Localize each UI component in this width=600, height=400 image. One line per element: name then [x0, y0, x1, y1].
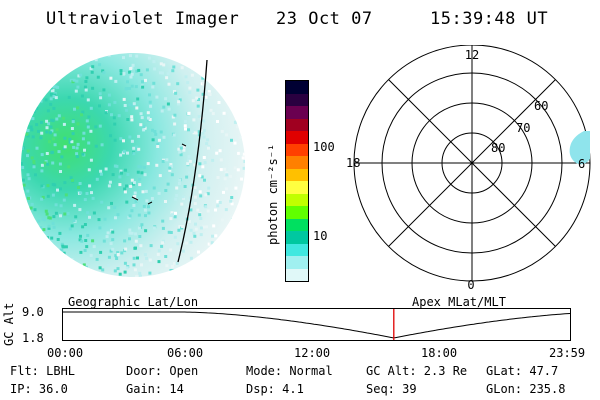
colorbar-segment	[286, 168, 308, 181]
polar-mlat-mlt-plot: 12 18 6 0 60 70 80	[346, 45, 591, 292]
dsp-info: Dsp: 4.1	[246, 382, 304, 396]
seq-info: Seq: 39	[366, 382, 417, 396]
gc-alt-info: GC Alt: 2.3 Re	[366, 364, 468, 378]
date-label: 23 Oct 07	[276, 9, 373, 29]
orbit-xtick-0600: 06:00	[167, 346, 204, 360]
orbit-left-title: Geographic Lat/Lon	[68, 295, 199, 309]
polar-diagonal-2	[388, 79, 556, 247]
colorbar-segment	[286, 93, 308, 106]
orbit-ytick-1.8: 1.8	[22, 331, 44, 345]
colorbar-segment	[286, 218, 308, 231]
colorbar-segment	[286, 231, 308, 244]
colorbar-unit-label: photon cm⁻²s⁻¹	[266, 143, 280, 245]
mlt-label-12: 12	[465, 48, 479, 62]
gain-info: Gain: 14	[126, 382, 184, 396]
mode-info: Mode: Normal	[246, 364, 333, 378]
mlt-label-6: 6	[578, 157, 585, 171]
color-scale-bar	[285, 80, 309, 282]
coastline-marks	[131, 143, 187, 205]
uv-image-disk	[21, 53, 245, 277]
instrument-title: Ultraviolet Imager	[46, 9, 240, 29]
colorbar-segment	[286, 256, 308, 269]
door-info: Door: Open	[126, 364, 199, 378]
orbit-ytick-9: 9.0	[22, 305, 44, 319]
colorbar-tick-10: 10	[313, 229, 328, 243]
colorbar-segment	[286, 143, 308, 156]
colorbar-segment	[286, 181, 308, 194]
orbit-xtick-0000: 00:00	[47, 346, 84, 360]
orbit-xtick-1200: 12:00	[294, 346, 331, 360]
colorbar-segment	[286, 206, 308, 219]
glon-info: GLon: 235.8	[486, 382, 566, 396]
colorbar-segment	[286, 268, 308, 281]
orbit-altitude-plot	[62, 308, 571, 341]
mlat-label-60: 60	[534, 99, 548, 113]
orbit-xtick-2359: 23:59	[549, 346, 586, 360]
colorbar-segment	[286, 193, 308, 206]
orbit-right-title: Apex MLat/MLT	[412, 295, 506, 309]
mlat-label-80: 80	[491, 141, 505, 155]
orbit-xtick-1800: 18:00	[421, 346, 458, 360]
colorbar-segment	[286, 131, 308, 144]
polar-emission-patch	[569, 131, 590, 165]
terminator-line	[177, 59, 208, 263]
colorbar-tick-100: 100	[313, 140, 335, 154]
filter-info: Flt: LBHL	[10, 364, 76, 378]
time-label: 15:39:48 UT	[430, 9, 549, 29]
mlt-label-0: 0	[467, 278, 474, 292]
colorbar-segment	[286, 118, 308, 131]
orbit-axis-label: GC Alt	[2, 302, 16, 346]
glat-info: GLat: 47.7	[486, 364, 559, 378]
altitude-curve	[63, 311, 571, 339]
colorbar-segment	[286, 106, 308, 119]
ip-info: IP: 36.0	[10, 382, 68, 396]
mlt-label-18: 18	[346, 156, 360, 170]
mlat-label-70: 70	[516, 121, 530, 135]
colorbar-segment	[286, 81, 308, 94]
colorbar-segment	[286, 156, 308, 169]
colorbar-segment	[286, 243, 308, 256]
